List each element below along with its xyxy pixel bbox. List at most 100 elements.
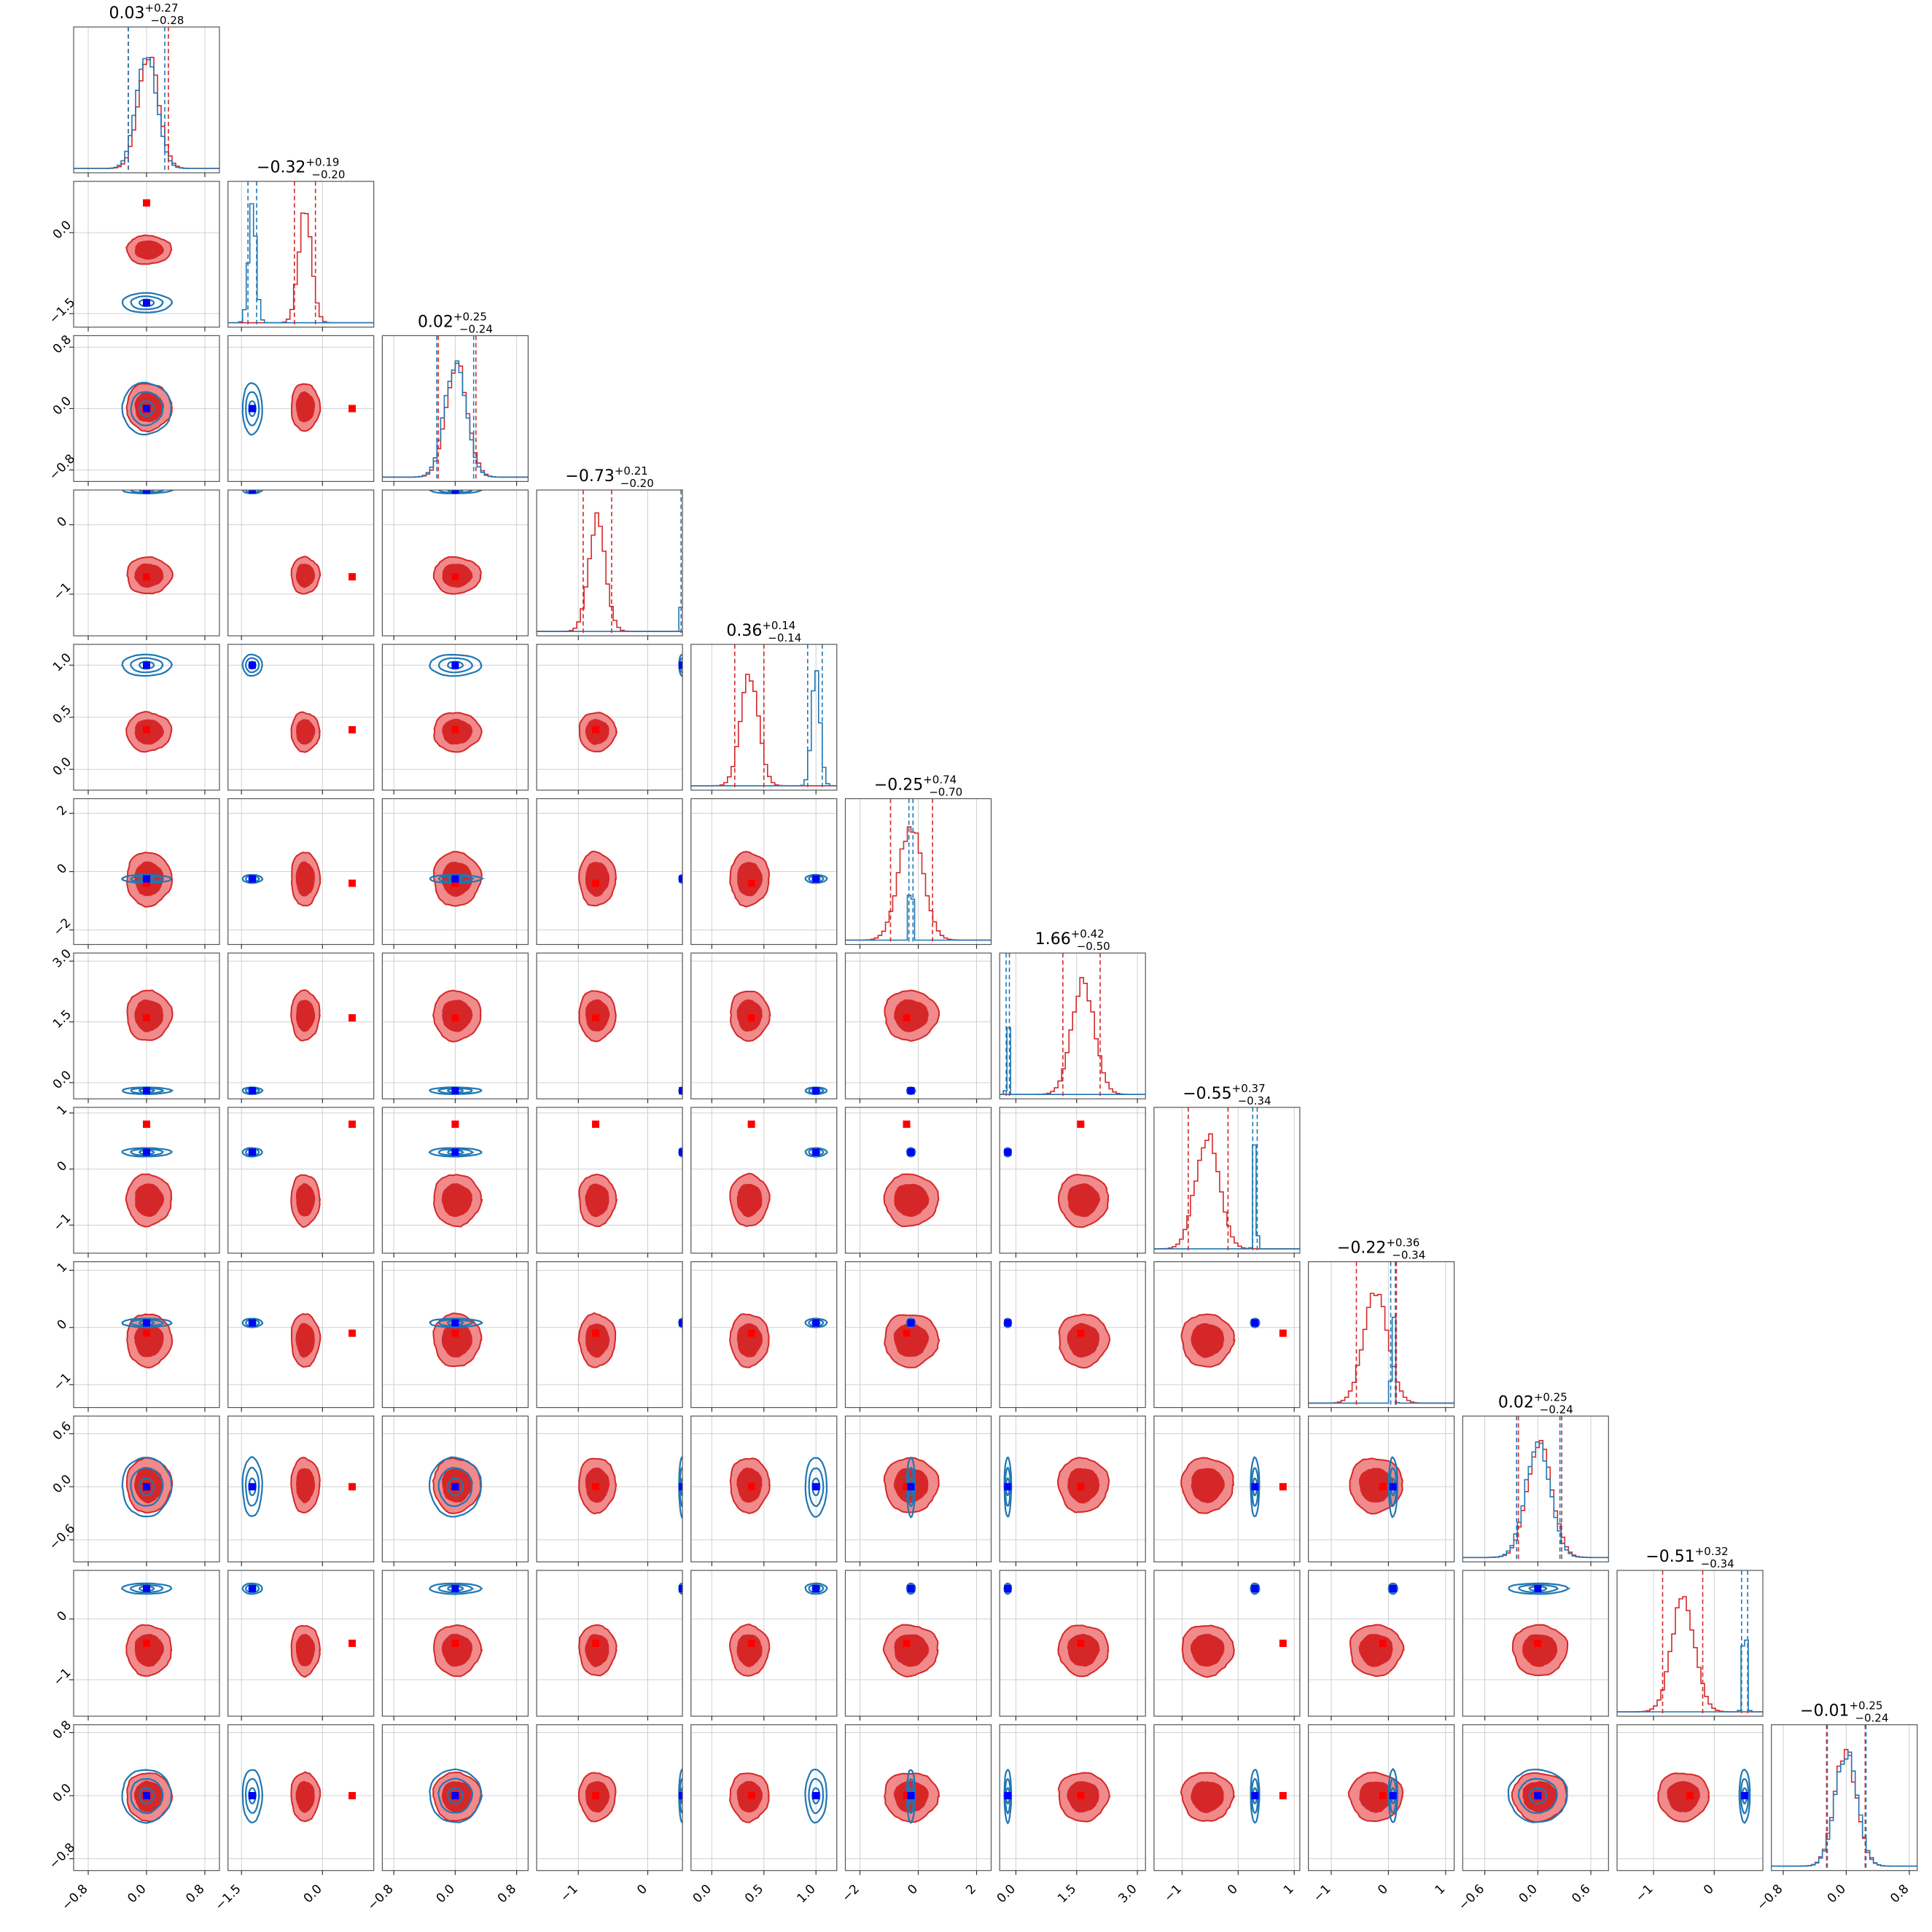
truth-marker xyxy=(592,1483,600,1491)
secondary-contour xyxy=(428,1456,483,1518)
contour-inner xyxy=(1522,1634,1558,1667)
secondary-contour xyxy=(130,875,164,883)
secondary-marker xyxy=(143,1585,150,1592)
title-plus: +0.74 xyxy=(923,774,957,787)
x-tick-label: 0 xyxy=(1225,1882,1241,1898)
panel-frame xyxy=(227,181,375,328)
truth-marker xyxy=(348,1640,357,1647)
panel-frame xyxy=(536,1415,683,1562)
histogram-line xyxy=(382,360,529,478)
truth-marker xyxy=(1534,1640,1542,1647)
panel-title-1: −0.32+0.19 −0.20 xyxy=(257,156,345,182)
panel-content xyxy=(1000,1724,1146,1871)
secondary-marker xyxy=(451,1791,459,1799)
contour-panel-3-1 xyxy=(227,489,375,641)
panel-content xyxy=(227,490,374,636)
panel-content xyxy=(1308,1570,1454,1716)
truth-marker xyxy=(747,1329,755,1337)
contour-panel-8-0 xyxy=(69,1261,220,1412)
secondary-marker xyxy=(812,1148,820,1156)
panel-content xyxy=(227,644,374,790)
x-tick-label: −0.8 xyxy=(1754,1882,1785,1913)
truth-marker xyxy=(1279,1640,1287,1647)
panel-content xyxy=(845,1261,992,1408)
secondary-contour xyxy=(429,1582,483,1595)
x-tick-label: −0.8 xyxy=(365,1882,396,1913)
secondary-contour xyxy=(804,1457,828,1518)
panel-frame xyxy=(227,1107,375,1254)
title-minus: −0.20 xyxy=(620,477,654,490)
truth-marker xyxy=(747,1640,755,1647)
y-tick-label: 0.8 xyxy=(50,1718,74,1742)
histogram-line xyxy=(74,57,219,169)
secondary-marker xyxy=(143,875,150,883)
contour-panel-4-2 xyxy=(381,644,529,795)
title-plus: +0.19 xyxy=(305,156,339,169)
x-tick-label: 0.8 xyxy=(495,1882,519,1906)
truth-marker xyxy=(747,1791,755,1799)
contour-panel-10-9 xyxy=(1462,1570,1609,1721)
secondary-marker xyxy=(679,1791,683,1799)
panel-content xyxy=(382,1416,529,1562)
truth-marker xyxy=(592,1791,600,1799)
secondary-marker xyxy=(812,1791,820,1799)
secondary-contour xyxy=(437,1148,475,1156)
contour-panel-6-3 xyxy=(536,952,683,1104)
panel-content xyxy=(845,1416,992,1562)
secondary-marker xyxy=(1741,1791,1748,1799)
panel-content xyxy=(1000,1570,1146,1716)
secondary-contour xyxy=(241,1317,264,1328)
panel-content xyxy=(1000,953,1146,1099)
secondary-contour xyxy=(437,1087,473,1094)
histogram-line xyxy=(1153,1144,1300,1250)
contour-panel-11-3 xyxy=(536,1724,683,1875)
truth-marker xyxy=(143,725,150,733)
secondary-contour xyxy=(245,1777,260,1814)
title-median: 1.66 xyxy=(1035,930,1071,949)
truth-marker xyxy=(348,1791,357,1799)
panel-content xyxy=(382,1724,529,1871)
truth-marker xyxy=(1077,1483,1085,1491)
panel-content xyxy=(1308,1416,1454,1562)
panel-content xyxy=(1617,1724,1763,1871)
truth-marker xyxy=(451,1640,459,1647)
panel-content xyxy=(845,953,992,1099)
contour-panel-11-8 xyxy=(1307,1724,1455,1875)
histogram-panel-1 xyxy=(227,181,375,332)
histogram-line xyxy=(1308,1317,1454,1404)
contour-inner xyxy=(585,862,610,897)
truth-marker xyxy=(903,1791,911,1799)
y-tick-label: 0.0 xyxy=(50,1068,74,1092)
y-tick-label: 0.0 xyxy=(50,218,74,242)
title-plus: +0.32 xyxy=(1695,1545,1729,1558)
contour-panel-10-8 xyxy=(1307,1570,1455,1721)
contour-inner xyxy=(295,1000,316,1032)
secondary-contour xyxy=(437,1319,475,1328)
panel-content xyxy=(537,953,683,1099)
title-median: −0.55 xyxy=(1183,1085,1231,1103)
panel-content xyxy=(537,490,683,636)
y-tick-label: 0.0 xyxy=(50,755,74,779)
secondary-contour xyxy=(804,1768,828,1824)
truth-marker xyxy=(143,879,150,887)
panel-content xyxy=(690,1261,837,1408)
panel-frame xyxy=(536,798,683,946)
contour-panel-8-6 xyxy=(999,1261,1146,1412)
secondary-marker xyxy=(679,1483,683,1491)
secondary-marker xyxy=(1004,1483,1012,1491)
secondary-contour xyxy=(1387,1456,1398,1519)
secondary-contour xyxy=(130,1584,164,1594)
contour-inner xyxy=(295,564,316,588)
contour-inner xyxy=(1190,1634,1225,1667)
secondary-marker xyxy=(1251,1319,1259,1327)
histogram-line xyxy=(1000,977,1146,1095)
secondary-marker xyxy=(679,1087,683,1095)
secondary-contour xyxy=(1528,1585,1548,1592)
title-minus: −0.34 xyxy=(1238,1094,1271,1107)
title-minus: −0.24 xyxy=(1540,1403,1573,1416)
secondary-contour xyxy=(120,1582,173,1595)
contour-panel-4-0 xyxy=(69,644,220,795)
secondary-marker xyxy=(812,1585,820,1592)
secondary-marker xyxy=(451,1319,459,1327)
histogram-line xyxy=(1462,1441,1609,1559)
